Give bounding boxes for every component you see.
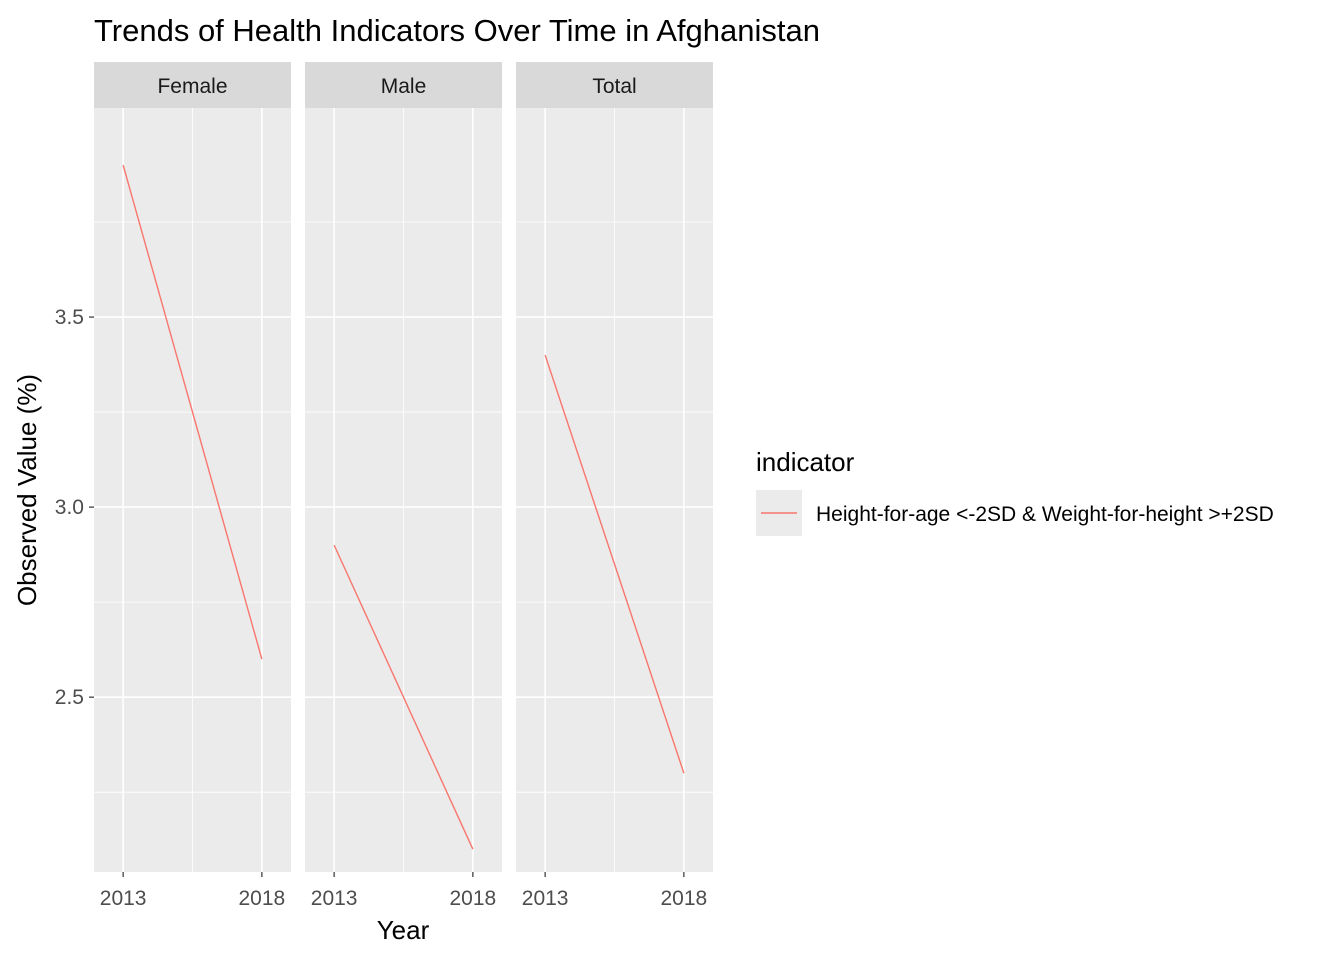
facet-panel-total: Total 2013 2018	[516, 62, 713, 910]
y-axis-title: Observed Value (%)	[12, 374, 42, 606]
x-tick-label: 2013	[100, 887, 147, 910]
series-line-total	[544, 354, 685, 774]
y-tick-label: 3.0	[55, 496, 84, 519]
legend: indicator Height-for-age <-2SD & Weight-…	[756, 447, 1274, 536]
facet-strip-label: Male	[381, 75, 427, 98]
facet-strip-label: Total	[592, 75, 636, 98]
y-tick-label: 2.5	[55, 686, 84, 709]
x-tick-label: 2018	[661, 887, 708, 910]
facet-panel-female: Female 2013 2018	[94, 62, 291, 910]
facet-strip	[305, 62, 502, 108]
y-tick-label: 3.5	[55, 306, 84, 329]
series-line-male	[333, 544, 474, 850]
facet-strip-label: Female	[157, 75, 227, 98]
x-tick-label: 2013	[522, 887, 569, 910]
x-tick-label: 2018	[239, 887, 286, 910]
x-axis-title: Year	[377, 915, 430, 945]
chart-title: Trends of Health Indicators Over Time in…	[94, 13, 820, 48]
series-line-female	[122, 164, 263, 660]
legend-entry-label: Height-for-age <-2SD & Weight-for-height…	[816, 503, 1274, 526]
x-tick-label: 2018	[450, 887, 497, 910]
x-tick-label: 2013	[311, 887, 358, 910]
legend-title: indicator	[756, 447, 855, 477]
y-axis: 2.5 3.0 3.5	[55, 306, 94, 709]
facet-strip	[516, 62, 713, 108]
facet-panel-male: Male 2013 2018	[305, 62, 502, 910]
facet-panels: Female 2013 2018 Male 2013 2018 Total 2013 2018	[94, 62, 713, 910]
facet-strip	[94, 62, 291, 108]
